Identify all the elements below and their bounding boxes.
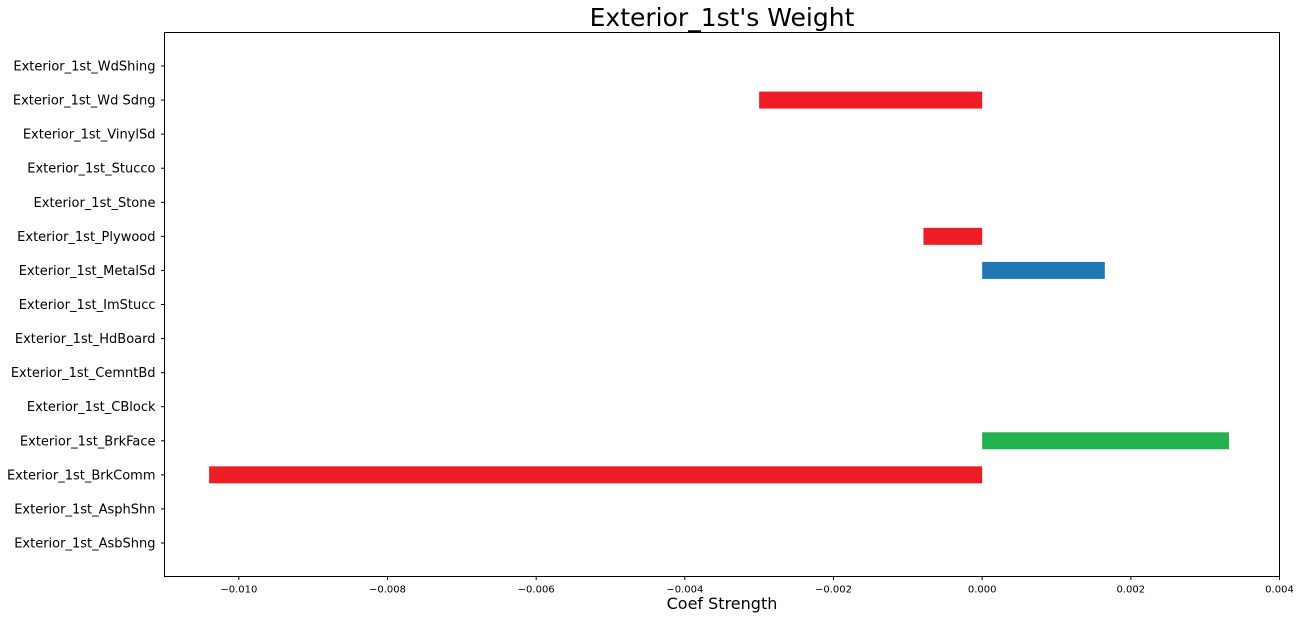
x-tick-label: 0.000 [968,585,997,596]
y-tick-label: Exterior_1st_ImStucc [19,298,156,313]
bar-exterior-1st-metalsd [982,261,1105,279]
chart-title: Exterior_1st's Weight [590,3,855,32]
y-tick-label: Exterior_1st_BrkFace [20,434,156,449]
bar-exterior-1st-brkface [982,432,1229,450]
y-tick-label: Exterior_1st_VinylSd [23,128,156,143]
y-tick-label: Exterior_1st_Plywood [17,230,155,245]
y-tick-label: Exterior_1st_BrkComm [7,468,156,483]
bar-exterior-1st-wd-sdng [759,91,983,109]
y-tick-label: Exterior_1st_Stone [34,196,156,211]
x-tick-label: −0.006 [518,585,555,596]
y-tick-label: Exterior_1st_CemntBd [11,366,156,381]
plot-area-frame [164,32,1280,577]
bar-exterior-1st-brkcomm [209,466,983,484]
x-tick-label: −0.002 [815,585,852,596]
y-tick-label: Exterior_1st_AsphShn [14,502,155,517]
x-tick-label: −0.010 [220,585,257,596]
bar-exterior-1st-plywood [923,227,983,245]
y-tick-label: Exterior_1st_MetalSd [19,264,156,279]
y-axis: Exterior_1st_AsbShng Exterior_1st_AsphShn… [7,60,165,552]
x-tick-label: 0.004 [1265,585,1294,596]
x-tick-label: 0.002 [1117,585,1146,596]
x-axis: −0.010 −0.008 −0.006 −0.004 −0.002 0.000 0.002… [220,576,1294,596]
y-tick-label: Exterior_1st_AsbShng [14,537,155,552]
y-tick-label: Exterior_1st_HdBoard [15,332,156,347]
y-tick-label: Exterior_1st_Stucco [27,162,155,177]
y-tick-label: Exterior_1st_Wd Sdng [13,94,156,109]
bar-group [209,91,1229,484]
y-tick-label: Exterior_1st_WdShing [13,60,155,75]
x-tick-label: −0.008 [369,585,406,596]
x-tick-label: −0.004 [666,585,703,596]
y-tick-label: Exterior_1st_CBlock [27,400,156,415]
x-axis-label: Coef Strength [667,594,778,613]
